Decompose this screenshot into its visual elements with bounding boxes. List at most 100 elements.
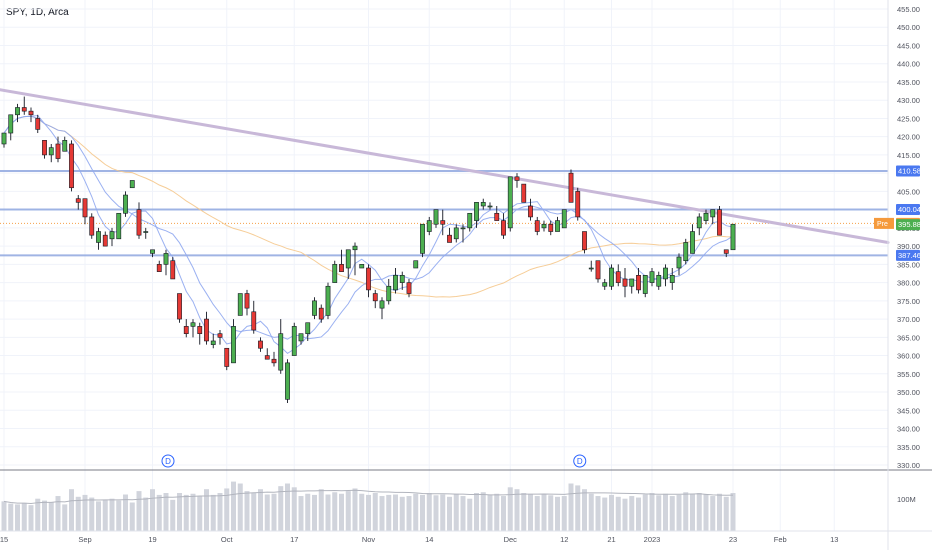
- candle[interactable]: [683, 238, 689, 265]
- candle[interactable]: [420, 223, 425, 258]
- candle[interactable]: [534, 216, 540, 236]
- candle[interactable]: [291, 322, 297, 356]
- candle[interactable]: [669, 268, 675, 290]
- candle[interactable]: [258, 337, 263, 352]
- candle[interactable]: [453, 224, 459, 243]
- candle[interactable]: [561, 209, 567, 229]
- candle[interactable]: [555, 216, 560, 232]
- candle[interactable]: [102, 231, 108, 247]
- candle[interactable]: [629, 278, 635, 294]
- candle[interactable]: [244, 289, 250, 316]
- candle[interactable]: [48, 143, 54, 163]
- candle[interactable]: [656, 271, 662, 290]
- candle[interactable]: [217, 330, 223, 345]
- candle[interactable]: [150, 249, 155, 258]
- candle[interactable]: [8, 114, 14, 141]
- candle[interactable]: [15, 103, 20, 123]
- candle[interactable]: [487, 202, 493, 210]
- candle[interactable]: [345, 249, 351, 279]
- candle[interactable]: [568, 169, 574, 203]
- candle[interactable]: [183, 319, 189, 338]
- candle[interactable]: [123, 191, 128, 217]
- candle[interactable]: [89, 213, 95, 239]
- candle[interactable]: [35, 114, 41, 134]
- candle[interactable]: [474, 202, 479, 228]
- candle[interactable]: [649, 268, 655, 287]
- candle[interactable]: [575, 187, 581, 221]
- candle[interactable]: [318, 304, 324, 323]
- candle[interactable]: [28, 107, 34, 123]
- candle[interactable]: [528, 198, 533, 221]
- candle[interactable]: [190, 319, 196, 338]
- candle[interactable]: [136, 202, 142, 239]
- candle[interactable]: [467, 212, 473, 232]
- candle[interactable]: [339, 249, 344, 272]
- candle[interactable]: [352, 242, 358, 276]
- candle[interactable]: [305, 322, 311, 341]
- candle[interactable]: [359, 264, 365, 269]
- candle[interactable]: [264, 348, 270, 360]
- candle[interactable]: [62, 136, 68, 152]
- candle[interactable]: [75, 195, 81, 210]
- candles[interactable]: [1, 96, 736, 403]
- candle[interactable]: [379, 297, 385, 320]
- candle[interactable]: [730, 223, 736, 251]
- candle[interactable]: [82, 198, 88, 225]
- candle[interactable]: [386, 278, 392, 305]
- candle[interactable]: [278, 319, 284, 374]
- candle[interactable]: [710, 209, 716, 225]
- candle[interactable]: [237, 293, 243, 316]
- candle[interactable]: [548, 220, 554, 236]
- candle[interactable]: [595, 260, 601, 283]
- candle[interactable]: [717, 205, 722, 236]
- candle[interactable]: [433, 209, 439, 228]
- candle[interactable]: [1, 132, 7, 148]
- candle[interactable]: [413, 260, 419, 269]
- candle[interactable]: [440, 209, 446, 236]
- candle[interactable]: [204, 311, 209, 345]
- candle[interactable]: [642, 275, 648, 298]
- candle[interactable]: [325, 282, 331, 320]
- candle[interactable]: [143, 227, 149, 239]
- candle[interactable]: [723, 249, 729, 258]
- candle[interactable]: [460, 224, 466, 243]
- candle[interactable]: [21, 96, 27, 115]
- candle[interactable]: [426, 216, 432, 236]
- candle[interactable]: [366, 264, 371, 298]
- candle[interactable]: [231, 319, 236, 364]
- candle[interactable]: [406, 278, 412, 298]
- candle[interactable]: [224, 347, 230, 371]
- candle[interactable]: [622, 268, 628, 298]
- candle[interactable]: [480, 198, 486, 210]
- candle[interactable]: [163, 249, 169, 276]
- candle[interactable]: [602, 278, 608, 290]
- candle[interactable]: [447, 227, 452, 243]
- candle[interactable]: [494, 205, 500, 221]
- candle[interactable]: [116, 212, 122, 240]
- candle[interactable]: [55, 136, 61, 163]
- dividend-marker[interactable]: D: [573, 454, 587, 468]
- candle[interactable]: [399, 271, 405, 290]
- candle[interactable]: [676, 253, 682, 276]
- candle[interactable]: [393, 268, 398, 294]
- candle[interactable]: [690, 224, 695, 254]
- candle[interactable]: [514, 173, 520, 188]
- candle[interactable]: [129, 180, 135, 189]
- candle[interactable]: [703, 209, 709, 225]
- candle[interactable]: [521, 183, 527, 203]
- candle[interactable]: [210, 333, 216, 349]
- descending-trendline[interactable]: [0, 88, 890, 244]
- candle[interactable]: [177, 293, 182, 323]
- candle[interactable]: [109, 227, 115, 247]
- dividend-marker[interactable]: D: [161, 454, 175, 468]
- candle[interactable]: [582, 231, 587, 254]
- candle[interactable]: [285, 359, 290, 403]
- candle[interactable]: [501, 213, 506, 239]
- symbol-legend[interactable]: SPY, 1D, Arca: [6, 7, 69, 18]
- candle[interactable]: [271, 351, 277, 367]
- candle[interactable]: [170, 257, 176, 280]
- candle[interactable]: [663, 264, 668, 287]
- candle[interactable]: [696, 213, 702, 236]
- candle[interactable]: [615, 264, 621, 287]
